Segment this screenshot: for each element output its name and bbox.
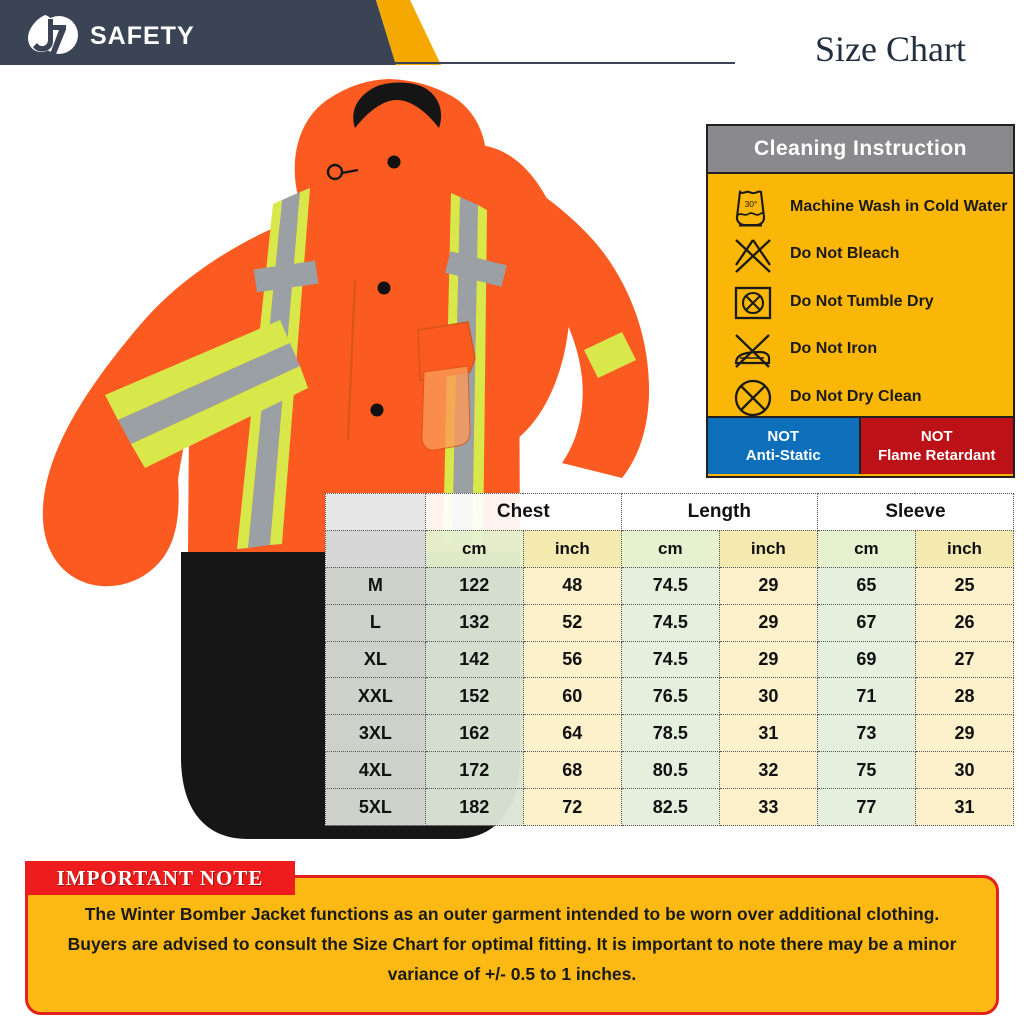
svg-text:30°: 30° — [745, 199, 758, 209]
